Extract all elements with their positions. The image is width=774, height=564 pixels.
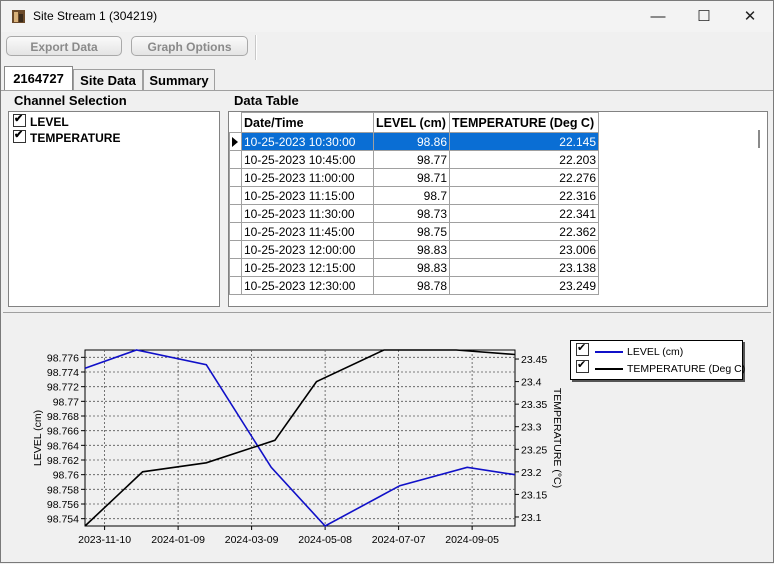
cell-level[interactable]: 98.83 — [373, 240, 450, 259]
cell-level[interactable]: 98.78 — [373, 276, 450, 295]
cell-level[interactable]: 98.7 — [373, 186, 450, 205]
scrollbar-thumb[interactable] — [758, 130, 760, 148]
row-indicator-header — [229, 112, 242, 133]
cell-temperature[interactable]: 22.362 — [449, 222, 599, 241]
legend-level-swatch — [595, 351, 623, 354]
toolbar-separator — [255, 35, 257, 60]
cell-temperature[interactable]: 22.276 — [449, 168, 599, 187]
cell-datetime[interactable]: 10-25-2023 10:30:00 — [241, 132, 374, 151]
legend-item-level[interactable]: LEVEL (cm) — [576, 341, 684, 359]
cell-temperature[interactable]: 22.316 — [449, 186, 599, 205]
row-indicator[interactable] — [229, 150, 242, 169]
table-row[interactable]: 10-25-2023 12:00:00 98.83 23.006 — [229, 240, 599, 259]
tab-summary[interactable]: Summary — [143, 69, 215, 90]
cell-temperature[interactable]: 23.249 — [449, 276, 599, 295]
channel-label-level: LEVEL — [30, 115, 69, 129]
column-header-level[interactable]: LEVEL (cm) — [373, 112, 450, 133]
cell-datetime[interactable]: 10-25-2023 11:30:00 — [241, 204, 374, 223]
legend-level-checkbox[interactable] — [576, 341, 589, 356]
table-row[interactable]: 10-25-2023 12:30:00 98.78 23.249 — [229, 276, 599, 295]
graph-options-button[interactable]: Graph Options — [131, 36, 248, 56]
table-row[interactable]: 10-25-2023 11:30:00 98.73 22.341 — [229, 204, 599, 223]
data-grid: Date/Time LEVEL (cm) TEMPERATURE (Deg C)… — [229, 112, 599, 295]
cell-datetime[interactable]: 10-25-2023 12:15:00 — [241, 258, 374, 277]
column-header-temperature[interactable]: TEMPERATURE (Deg C) — [449, 112, 599, 133]
table-row[interactable]: 10-25-2023 10:30:00 98.86 22.145 — [229, 132, 599, 151]
row-indicator[interactable] — [229, 186, 242, 205]
temperature-checkbox[interactable] — [13, 128, 26, 143]
table-row[interactable]: 10-25-2023 10:45:00 98.77 22.203 — [229, 150, 599, 169]
cell-temperature[interactable]: 22.145 — [449, 132, 599, 151]
channel-list: LEVEL TEMPERATURE — [8, 111, 220, 307]
cell-datetime[interactable]: 10-25-2023 10:45:00 — [241, 150, 374, 169]
channel-item-level[interactable]: LEVEL — [13, 112, 69, 130]
cell-temperature[interactable]: 22.341 — [449, 204, 599, 223]
row-indicator[interactable] — [229, 276, 242, 295]
cell-datetime[interactable]: 10-25-2023 12:00:00 — [241, 240, 374, 259]
data-table-label: Data Table — [232, 93, 301, 108]
row-indicator[interactable] — [229, 168, 242, 187]
cell-level[interactable]: 98.75 — [373, 222, 450, 241]
app-icon — [12, 10, 25, 23]
cell-temperature[interactable]: 23.138 — [449, 258, 599, 277]
cell-level[interactable]: 98.83 — [373, 258, 450, 277]
legend-temperature-label: TEMPERATURE (Deg C) — [627, 363, 746, 375]
title-bar[interactable]: Site Stream 1 (304219) — ☐ ✕ — [1, 1, 773, 32]
data-table[interactable]: Date/Time LEVEL (cm) TEMPERATURE (Deg C)… — [228, 111, 768, 307]
cell-datetime[interactable]: 10-25-2023 11:15:00 — [241, 186, 374, 205]
legend-temperature-checkbox[interactable] — [576, 358, 589, 373]
current-row-arrow-icon[interactable] — [229, 132, 242, 151]
legend-level-label: LEVEL (cm) — [627, 346, 684, 358]
header-row: Date/Time LEVEL (cm) TEMPERATURE (Deg C) — [229, 112, 599, 133]
table-row[interactable]: 10-25-2023 12:15:00 98.83 23.138 — [229, 258, 599, 277]
tab-2164727[interactable]: 2164727 — [4, 66, 73, 90]
channel-item-temperature[interactable]: TEMPERATURE — [13, 128, 121, 146]
level-checkbox[interactable] — [13, 112, 26, 127]
tab-site-data[interactable]: Site Data — [73, 69, 143, 90]
tab-divider — [1, 90, 773, 91]
cell-level[interactable]: 98.86 — [373, 132, 450, 151]
maximize-button[interactable]: ☐ — [697, 8, 711, 25]
column-header-datetime[interactable]: Date/Time — [241, 112, 374, 133]
legend-temperature-swatch — [595, 368, 623, 371]
cell-datetime[interactable]: 10-25-2023 12:30:00 — [241, 276, 374, 295]
table-row[interactable]: 10-25-2023 11:15:00 98.7 22.316 — [229, 186, 599, 205]
cell-level[interactable]: 98.71 — [373, 168, 450, 187]
row-indicator[interactable] — [229, 204, 242, 223]
close-button[interactable]: ✕ — [743, 8, 757, 25]
legend-item-temperature[interactable]: TEMPERATURE (Deg C) — [576, 358, 746, 376]
window-title: Site Stream 1 (304219) — [33, 9, 158, 23]
table-row[interactable]: 10-25-2023 11:45:00 98.75 22.362 — [229, 222, 599, 241]
cell-temperature[interactable]: 22.203 — [449, 150, 599, 169]
cell-temperature[interactable]: 23.006 — [449, 240, 599, 259]
cell-datetime[interactable]: 10-25-2023 11:45:00 — [241, 222, 374, 241]
channel-label-temperature: TEMPERATURE — [30, 131, 121, 145]
cell-level[interactable]: 98.73 — [373, 204, 450, 223]
minimize-button[interactable]: — — [650, 8, 666, 25]
row-indicator[interactable] — [229, 222, 242, 241]
row-indicator[interactable] — [229, 240, 242, 259]
table-scrollbar[interactable] — [753, 112, 767, 306]
tab-strip: 2164727 Site Data Summary — [1, 65, 773, 91]
toolbar: Export Data Graph Options — [1, 32, 773, 62]
export-data-button[interactable]: Export Data — [6, 36, 122, 56]
table-row[interactable]: 10-25-2023 11:00:00 98.71 22.276 — [229, 168, 599, 187]
channel-selection-label: Channel Selection — [12, 93, 129, 108]
row-indicator[interactable] — [229, 258, 242, 277]
chart-legend: LEVEL (cm) TEMPERATURE (Deg C) — [570, 340, 746, 380]
cell-level[interactable]: 98.77 — [373, 150, 450, 169]
cell-datetime[interactable]: 10-25-2023 11:00:00 — [241, 168, 374, 187]
